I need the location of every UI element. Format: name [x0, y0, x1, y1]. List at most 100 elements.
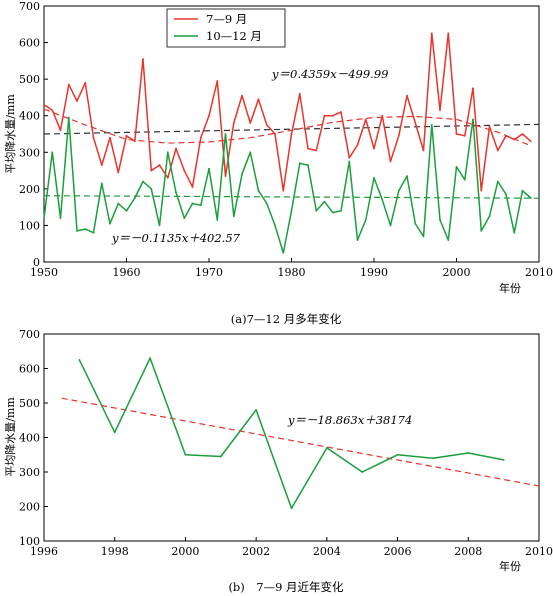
data-point — [414, 122, 417, 124]
data-point — [100, 182, 103, 185]
data-point — [348, 156, 351, 159]
x-tick-label: 2002 — [242, 545, 270, 558]
data-point — [373, 147, 375, 150]
data-point — [208, 114, 210, 117]
chart-a-y-axis-label: 平均降水量/mm — [3, 94, 17, 174]
data-point — [480, 230, 483, 232]
data-point — [67, 83, 70, 86]
data-point — [76, 230, 78, 232]
data-point — [505, 134, 507, 137]
x-tick-label: 2008 — [454, 545, 482, 558]
data-point — [109, 222, 111, 225]
data-point — [307, 164, 309, 166]
data-point — [447, 239, 450, 241]
data-point — [219, 455, 222, 458]
data-point — [150, 169, 153, 172]
data-point — [406, 94, 408, 97]
data-point — [396, 453, 399, 456]
data-point — [175, 191, 177, 194]
data-point — [502, 459, 505, 461]
chart-b-x-axis-label: 年份 — [499, 559, 521, 573]
data-point — [290, 507, 293, 510]
data-point — [364, 118, 367, 121]
y-tick-label: 200 — [19, 183, 40, 196]
x-tick-label: 1960 — [113, 266, 141, 279]
data-point — [232, 122, 235, 124]
y-tick-label: 300 — [19, 146, 40, 159]
x-tick-label: 2010 — [525, 266, 553, 279]
y-tick-label: 500 — [19, 397, 40, 410]
data-point — [117, 202, 120, 205]
data-point — [241, 173, 243, 176]
data-point — [488, 215, 491, 218]
data-point — [183, 217, 186, 220]
trend-line-3 — [43, 108, 532, 147]
data-point — [364, 219, 367, 221]
data-point — [290, 133, 293, 135]
data-point — [265, 123, 268, 126]
data-point — [199, 204, 202, 207]
data-point — [166, 176, 169, 179]
data-point — [455, 166, 458, 168]
x-tick-label: 2006 — [384, 545, 412, 558]
data-point — [249, 122, 252, 124]
data-point — [257, 189, 260, 192]
data-point — [463, 134, 466, 137]
data-point — [323, 200, 326, 203]
data-point — [397, 134, 400, 137]
series-line-1 — [43, 32, 532, 192]
y-tick-label: 200 — [19, 501, 40, 514]
y-tick-label: 400 — [19, 432, 40, 445]
data-point — [472, 87, 474, 90]
data-point — [480, 189, 483, 192]
legend-label-series-2: 10—12 月 — [206, 29, 262, 43]
chart-a-legend-box — [166, 8, 286, 48]
data-point — [113, 431, 116, 434]
data-point — [422, 149, 425, 152]
data-point — [521, 189, 524, 192]
data-point — [432, 457, 434, 460]
data-point — [307, 147, 309, 150]
data-point — [274, 224, 276, 227]
data-point — [430, 123, 433, 126]
data-point — [406, 175, 408, 177]
data-point — [78, 358, 81, 361]
chart-b-series — [78, 357, 505, 510]
data-point — [472, 118, 474, 121]
data-point — [92, 231, 95, 234]
data-point — [439, 109, 441, 112]
chart-a-trend-lines — [43, 108, 540, 199]
data-point — [199, 136, 202, 139]
chart-a-ticks: 1950 1960 1970 1980 1990 2000 2010 0 100 200 300 40… — [19, 0, 553, 279]
x-tick-label: 2004 — [313, 545, 341, 558]
x-tick-label: 2010 — [525, 545, 553, 558]
chart-a-trend-equation-1: y＝0.4359x－499.99 — [271, 67, 388, 81]
data-point — [298, 162, 301, 165]
data-point — [175, 147, 177, 150]
data-point — [447, 32, 450, 35]
data-point — [191, 186, 194, 188]
data-point — [216, 80, 219, 82]
data-point — [414, 222, 417, 225]
y-tick-label: 700 — [19, 328, 40, 341]
x-tick-label: 2000 — [443, 266, 471, 279]
data-point — [158, 224, 161, 227]
data-point — [76, 100, 78, 102]
data-point — [331, 211, 334, 214]
data-point — [92, 136, 95, 139]
data-point — [257, 98, 260, 101]
data-point — [265, 202, 268, 205]
data-point — [241, 94, 243, 97]
data-point — [340, 209, 342, 212]
data-point — [463, 178, 466, 181]
chart-b-y-axis-label: 平均降水量/mm — [3, 397, 17, 477]
data-point — [315, 209, 318, 212]
data-point — [133, 197, 136, 199]
x-tick-label: 1980 — [278, 266, 306, 279]
y-tick-label: 600 — [19, 363, 40, 376]
y-tick-label: 500 — [19, 73, 40, 86]
data-point — [158, 164, 161, 166]
x-tick-label: 1990 — [360, 266, 388, 279]
chart-a: 1950 1960 1970 1980 1990 2000 2010 0 100 200 300 40… — [3, 0, 553, 326]
